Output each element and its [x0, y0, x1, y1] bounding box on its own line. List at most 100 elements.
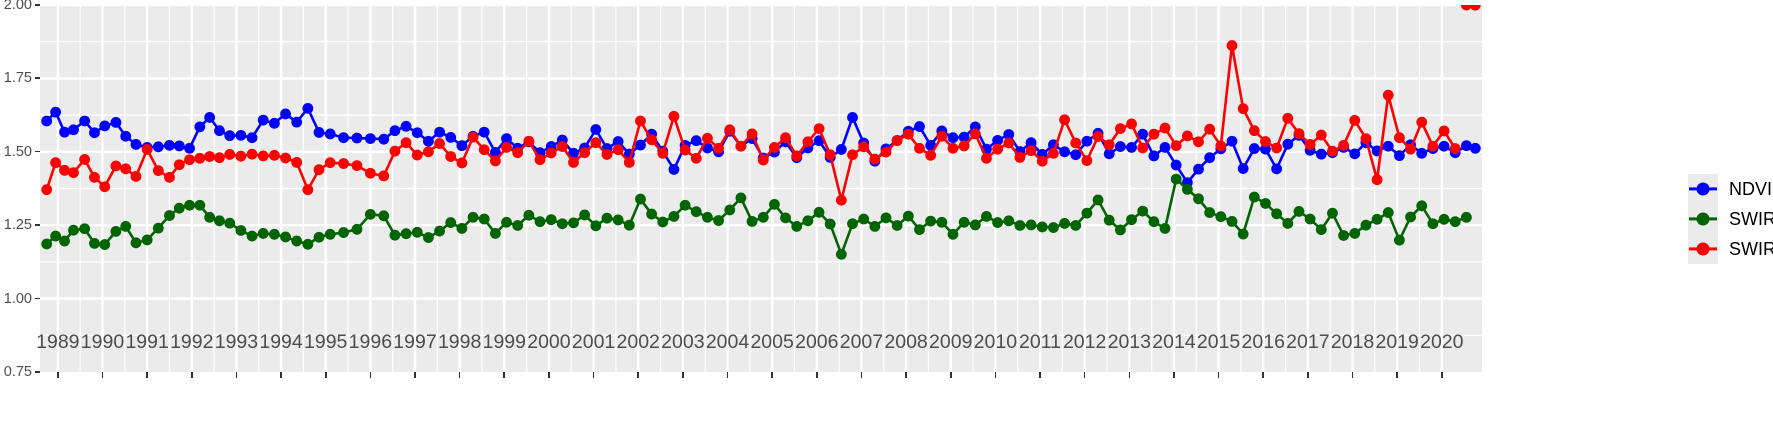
data-point [291, 235, 303, 247]
data-point [1460, 5, 1472, 11]
data-point [768, 142, 780, 153]
data-point [623, 219, 635, 231]
data-point [224, 130, 236, 142]
series-swir1 [41, 5, 1481, 206]
data-point [724, 204, 736, 216]
data-point [992, 134, 1004, 146]
data-point [1003, 137, 1015, 149]
data-point [302, 184, 314, 196]
legend-key-dot-icon [1696, 242, 1710, 256]
data-point [1349, 114, 1361, 126]
data-point [958, 216, 970, 228]
data-point [1092, 131, 1104, 142]
x-axis-tick-label: 2020 [1420, 331, 1464, 353]
data-point [89, 127, 100, 139]
data-point [1181, 130, 1193, 142]
data-point [1170, 173, 1182, 185]
grid-layer [40, 5, 1482, 372]
data-point [489, 228, 501, 239]
legend-item-swir1[interactable]: SWIR1 [1688, 234, 1773, 264]
data-point [757, 154, 769, 166]
data-point [389, 125, 401, 137]
data-point [1215, 140, 1227, 152]
data-point [601, 149, 613, 160]
data-point [1338, 139, 1349, 151]
x-axis-tick-mark [592, 372, 595, 378]
data-point [141, 144, 153, 155]
data-point [130, 171, 142, 182]
data-point [1014, 151, 1026, 163]
data-point [79, 223, 91, 235]
y-axis-tick-mark [35, 150, 40, 153]
data-point [313, 231, 325, 243]
x-axis-tick-label: 2017 [1286, 331, 1330, 353]
data-point [590, 220, 602, 232]
data-point [802, 215, 814, 227]
legend-item-swir2[interactable]: SWIR2 [1688, 204, 1773, 234]
data-point [1103, 148, 1115, 160]
x-axis-tick-label: 2015 [1196, 331, 1241, 353]
data-point [891, 135, 903, 147]
data-point [246, 148, 258, 160]
data-point [501, 133, 512, 144]
data-point [338, 132, 349, 144]
data-point [184, 142, 195, 154]
x-axis-tick-mark [548, 372, 550, 378]
data-point [925, 215, 937, 227]
data-point [646, 134, 658, 146]
x-axis-tick-label: 2002 [616, 331, 660, 353]
data-point [389, 229, 401, 241]
data-point [556, 218, 568, 230]
data-point [1226, 135, 1238, 147]
x-axis-tick-label: 1997 [393, 331, 437, 353]
y-axis-tick-label: 1.00 [3, 290, 32, 307]
x-axis-tick-label: 2008 [884, 331, 928, 353]
data-point [958, 140, 970, 152]
data-point [41, 184, 53, 196]
data-point [141, 234, 153, 246]
data-point [1327, 207, 1338, 219]
data-point [364, 167, 376, 179]
data-point [780, 132, 791, 144]
data-point [1260, 143, 1271, 155]
x-axis-tick-label: 2011 [1019, 331, 1061, 353]
data-point [969, 128, 981, 140]
data-point [1271, 163, 1283, 175]
data-point [702, 132, 713, 144]
data-point [164, 139, 175, 151]
data-point [204, 151, 216, 162]
data-point [1081, 135, 1093, 147]
data-point [969, 219, 981, 231]
data-point [224, 217, 236, 229]
x-axis-tick-mark [1173, 372, 1175, 378]
x-axis-tick-mark [414, 372, 416, 378]
data-point [313, 127, 325, 138]
data-point [981, 210, 992, 222]
data-point [467, 211, 479, 223]
chart-legend: NDVI SWIR2 SWIR1 [1688, 174, 1773, 264]
data-point [1148, 216, 1160, 228]
data-point [1126, 118, 1137, 130]
data-point [411, 127, 423, 139]
data-point [280, 108, 291, 120]
data-point [568, 147, 579, 159]
data-point [89, 238, 100, 249]
data-point [768, 198, 780, 210]
data-point [1271, 208, 1283, 220]
data-point [1248, 191, 1260, 203]
data-point [445, 132, 457, 143]
data-point [302, 102, 314, 114]
x-axis-tick-mark [1307, 372, 1309, 378]
data-point [50, 106, 62, 118]
data-point [914, 224, 925, 236]
x-axis-tick-label: 2003 [661, 331, 705, 353]
data-point [50, 157, 62, 169]
legend-item-ndvi[interactable]: NDVI [1688, 174, 1773, 204]
data-point [1193, 193, 1204, 205]
data-point [679, 199, 691, 211]
data-point [1315, 148, 1327, 160]
data-point [378, 210, 390, 222]
data-point [351, 160, 363, 172]
data-point [824, 218, 836, 230]
data-point [268, 149, 280, 161]
